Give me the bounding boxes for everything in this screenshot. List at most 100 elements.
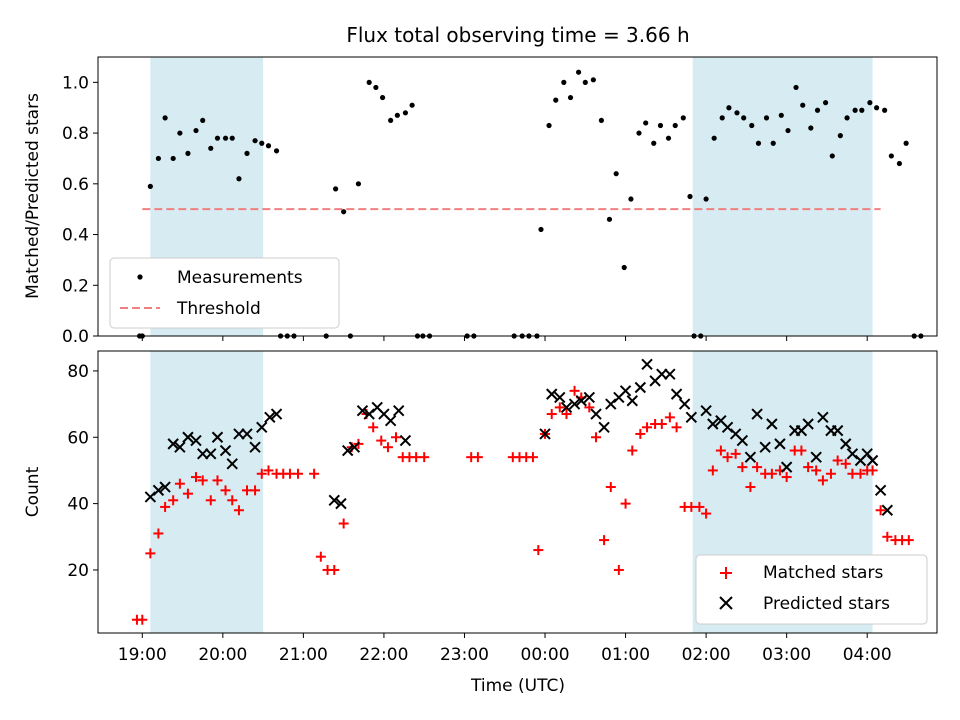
measurement-point — [402, 110, 409, 116]
measurement-point — [598, 117, 605, 124]
predicted-star-point — [182, 431, 194, 443]
measurement-point — [222, 135, 229, 141]
measurement-point — [333, 186, 339, 192]
measurement-point — [703, 196, 709, 202]
top-panel: 0.0 0.2 0.4 0.6 0.8 1.0 Matched/Predicted sta… — [23, 56, 938, 347]
measurement-point — [236, 176, 242, 182]
top-y-tick-label: 0.0 — [62, 327, 89, 347]
matched-star-point — [174, 478, 185, 489]
x-tick-label: 21:00 — [279, 645, 328, 665]
predicted-star-point — [560, 401, 573, 414]
matched-star-point — [707, 465, 718, 476]
measurement-point — [859, 107, 865, 113]
measurement-point — [680, 115, 686, 121]
measurement-point — [170, 155, 176, 162]
predicted-star-point — [348, 441, 361, 453]
legend-predicted-label: Predicted stars — [763, 594, 890, 614]
predicted-star-point — [881, 504, 894, 516]
matched-star-point — [263, 465, 274, 476]
predicted-star-point — [363, 408, 375, 420]
measurement-point — [185, 150, 191, 156]
predicted-star-point — [700, 405, 712, 417]
matched-star-point — [584, 402, 595, 413]
matched-star-point — [701, 508, 712, 519]
measurement-point — [800, 102, 806, 108]
predicted-star-point — [174, 441, 186, 453]
x-tick-label: 19:00 — [118, 645, 167, 665]
measurement-point — [355, 181, 362, 187]
measurement-point — [763, 115, 770, 121]
predicted-star-point — [356, 405, 369, 417]
predicted-star-point — [190, 434, 202, 447]
measurement-point — [726, 105, 732, 111]
measurement-point — [553, 97, 559, 103]
measurement-point — [567, 94, 574, 101]
measurement-point — [665, 135, 672, 141]
matched-star-point — [875, 505, 886, 516]
matched-star-point — [137, 614, 148, 625]
matched-star-point — [376, 435, 387, 446]
top-y-tick-label: 0.2 — [62, 276, 89, 296]
matched-star-point — [220, 485, 231, 496]
bottom-y-axis-label: Count — [23, 466, 43, 517]
matched-star-point — [569, 385, 580, 396]
predicted-star-point — [384, 414, 397, 427]
measurement-point — [687, 193, 693, 200]
matched-star-point — [832, 455, 843, 466]
chart-title: Flux total observing time = 3.66 h — [346, 23, 689, 47]
measurement-point — [657, 122, 664, 129]
x-tick-label: 20:00 — [198, 645, 247, 665]
matched-star-point — [694, 501, 705, 512]
top-y-tick-label: 0.4 — [62, 226, 89, 246]
measurement-point — [755, 140, 762, 146]
x-tick-label: 01:00 — [601, 645, 650, 665]
matched-star-point — [627, 445, 638, 456]
matched-star-point — [205, 495, 216, 506]
predicted-star-point — [664, 368, 676, 380]
predicted-star-point — [866, 454, 879, 467]
predicted-star-point — [840, 438, 852, 450]
measurement-point — [814, 107, 821, 113]
matched-star-point — [472, 452, 483, 463]
measurement-point — [162, 115, 168, 121]
bottom-y-tick-label: 20 — [67, 561, 89, 581]
predicted-star-point — [736, 434, 749, 447]
x-tick-label: 23:00 — [440, 645, 489, 665]
predicted-star-point — [241, 428, 253, 440]
measurement-point — [734, 110, 740, 116]
measurement-point — [606, 216, 613, 222]
top-y-tick-label: 1.0 — [62, 73, 89, 93]
matched-star-point — [197, 475, 208, 486]
matched-star-point — [153, 528, 164, 539]
predicted-star-point — [802, 418, 814, 430]
measurement-point — [546, 122, 552, 129]
predicted-star-point — [605, 398, 617, 410]
measurement-point — [741, 115, 747, 121]
x-tick-label: 02:00 — [682, 645, 731, 665]
measurement-point — [621, 264, 627, 271]
predicted-star-point — [152, 484, 165, 497]
matched-star-point — [309, 468, 320, 479]
bottom-panel: 20 40 60 80 19:00 20:00 21:00 22:00 23:00 00:00 0… — [23, 350, 938, 696]
legend-matched-marker — [720, 567, 732, 579]
matched-star-point — [419, 452, 430, 463]
predicted-star-point — [685, 411, 698, 424]
matched-star-point — [635, 428, 646, 439]
predicted-star-point — [211, 431, 224, 443]
predicted-star-point — [874, 484, 887, 497]
matched-star-point — [256, 468, 267, 479]
matched-star-point — [233, 505, 244, 516]
measurement-point — [373, 84, 379, 91]
matched-star-point — [642, 422, 653, 433]
measurement-point — [822, 100, 829, 106]
predicted-star-point — [205, 448, 217, 460]
measurement-point — [867, 100, 873, 106]
measurement-point — [837, 133, 843, 139]
predicted-star-point — [226, 458, 238, 470]
measurement-point — [244, 150, 250, 156]
predicted-star-point — [759, 441, 771, 453]
predicted-star-point — [598, 421, 610, 434]
predicted-star-point — [780, 461, 793, 473]
predicted-star-point — [817, 411, 829, 424]
matched-star-point — [882, 531, 893, 542]
